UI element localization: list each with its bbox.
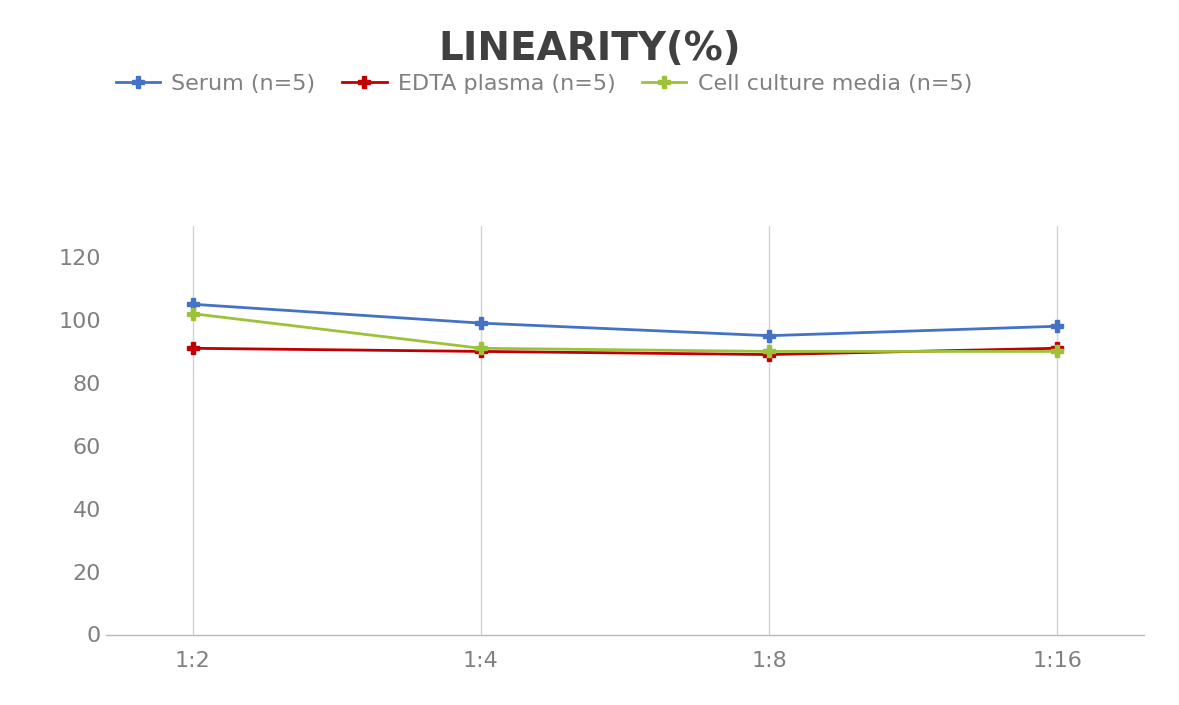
Text: LINEARITY(%): LINEARITY(%) [439,30,740,68]
Legend: Serum (n=5), EDTA plasma (n=5), Cell culture media (n=5): Serum (n=5), EDTA plasma (n=5), Cell cul… [107,65,981,103]
